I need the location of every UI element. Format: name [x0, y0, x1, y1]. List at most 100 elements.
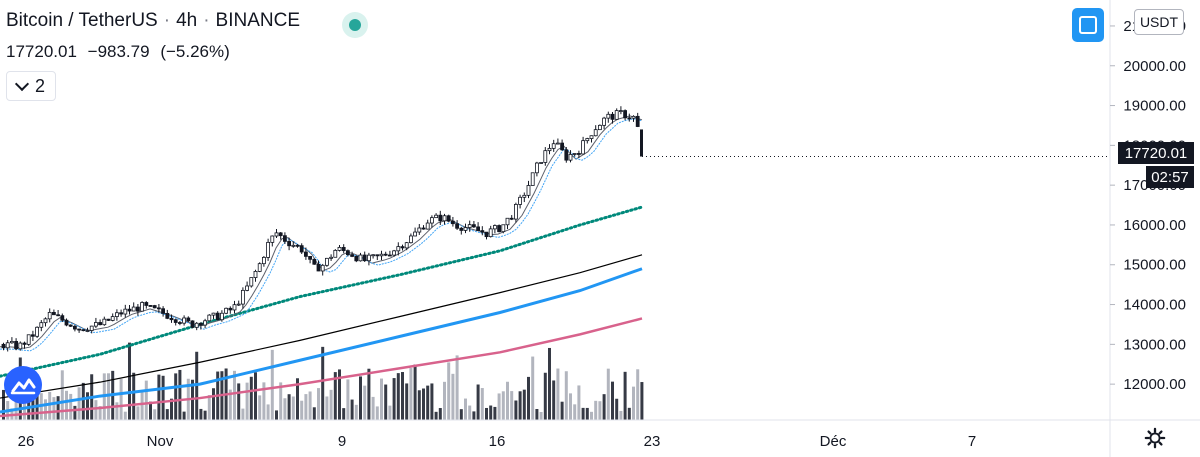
- volume-bar: [81, 382, 85, 420]
- candle-body: [417, 227, 422, 233]
- volume-bar: [153, 409, 157, 420]
- candle-body: [261, 256, 266, 265]
- candle-body: [497, 225, 502, 233]
- candle-body: [455, 223, 460, 229]
- candle-body: [505, 217, 510, 226]
- candle-body: [354, 256, 359, 262]
- volume-bar: [304, 394, 308, 420]
- volume-bar: [581, 407, 585, 420]
- volume-bar: [312, 407, 316, 420]
- candle-body: [35, 326, 39, 337]
- price-tick-label: 12000.00: [1123, 376, 1186, 393]
- volume-bar: [157, 374, 161, 420]
- volume-bar: [182, 411, 186, 420]
- volume-bar: [296, 378, 299, 420]
- header-separator: ·: [203, 10, 210, 31]
- time-tick-label: 23: [644, 433, 661, 450]
- volume-bar: [258, 395, 262, 420]
- volume-bar: [342, 408, 346, 420]
- header-separator: ·: [163, 10, 171, 31]
- candle-body: [303, 251, 308, 257]
- cloud-icon: [10, 378, 36, 395]
- time-tick-label: 16: [489, 433, 506, 450]
- fullscreen-button[interactable]: [1072, 8, 1104, 42]
- volume-bar: [266, 404, 270, 420]
- candle-body: [413, 231, 418, 237]
- volume-bars: [2, 342, 644, 420]
- time-tick-label: Déc: [820, 433, 847, 450]
- candle-body: [94, 322, 98, 327]
- candle-body: [56, 314, 60, 317]
- candle-body: [110, 316, 115, 321]
- candle-body: [341, 247, 346, 252]
- candle-body: [98, 322, 102, 326]
- indicators-toggle-button[interactable]: 2: [6, 71, 56, 101]
- candle-body: [14, 340, 19, 350]
- candle-body: [60, 315, 65, 321]
- candle-body: [5, 342, 10, 349]
- volume-bar: [48, 391, 52, 420]
- candle-body: [140, 302, 145, 312]
- candle-body: [556, 142, 560, 145]
- candle-body: [316, 263, 321, 272]
- volume-bar: [459, 409, 463, 420]
- candle-body: [631, 115, 636, 119]
- candle-body: [379, 253, 384, 257]
- volume-bar: [405, 383, 409, 420]
- indicators-count: 2: [34, 75, 45, 96]
- candle-body: [564, 149, 569, 161]
- candle-body: [211, 312, 216, 316]
- candle-body: [123, 308, 128, 315]
- candle-body: [207, 314, 212, 322]
- volume-bar: [455, 355, 459, 420]
- candle-body: [371, 254, 376, 257]
- candle-body: [459, 227, 464, 231]
- price-tick-label: 14000.00: [1123, 297, 1186, 314]
- volume-bar: [338, 369, 341, 420]
- candle-body: [119, 312, 123, 315]
- candle-body: [602, 117, 606, 126]
- volume-bar: [363, 385, 367, 420]
- volume-bar: [161, 375, 165, 420]
- market-open-icon: [342, 12, 368, 38]
- volume-bar: [27, 390, 31, 420]
- candle-body: [572, 153, 577, 155]
- candle-body: [471, 224, 476, 228]
- candle-body: [488, 228, 493, 238]
- volume-bar: [149, 401, 152, 420]
- volume-bar: [329, 389, 333, 420]
- volume-bar: [207, 395, 211, 420]
- candle-body: [274, 232, 279, 237]
- candle-body: [26, 334, 31, 345]
- volume-bar: [245, 382, 249, 420]
- time-tick-label: 7: [968, 433, 976, 450]
- volume-bar: [426, 385, 430, 420]
- candle-body: [148, 305, 153, 307]
- candle-body: [324, 257, 329, 266]
- volume-bar: [443, 381, 446, 420]
- volume-bar: [279, 382, 283, 420]
- volume-bar: [77, 387, 81, 420]
- settings-gear-icon[interactable]: [1144, 427, 1166, 449]
- volume-bar: [237, 383, 241, 420]
- volume-bar: [132, 372, 136, 420]
- symbol-header[interactable]: Bitcoin / TetherUS · 4h · BINANCE: [6, 10, 300, 32]
- volume-bar: [354, 404, 358, 420]
- volume-bar: [2, 389, 5, 420]
- tradingview-logo-icon[interactable]: [4, 366, 42, 404]
- candle-body: [547, 147, 552, 152]
- volume-bar: [417, 390, 421, 420]
- candle-body: [577, 153, 581, 155]
- candle-body: [543, 150, 548, 163]
- candle-body: [375, 254, 380, 257]
- candle-body: [89, 325, 94, 331]
- volume-bar: [611, 381, 614, 420]
- volume-bar: [119, 378, 123, 420]
- currency-button[interactable]: USDT: [1134, 9, 1184, 35]
- volume-bar: [636, 369, 640, 420]
- time-tick-label: 9: [338, 433, 346, 450]
- volume-bar: [577, 385, 581, 420]
- volume-bar: [627, 407, 631, 420]
